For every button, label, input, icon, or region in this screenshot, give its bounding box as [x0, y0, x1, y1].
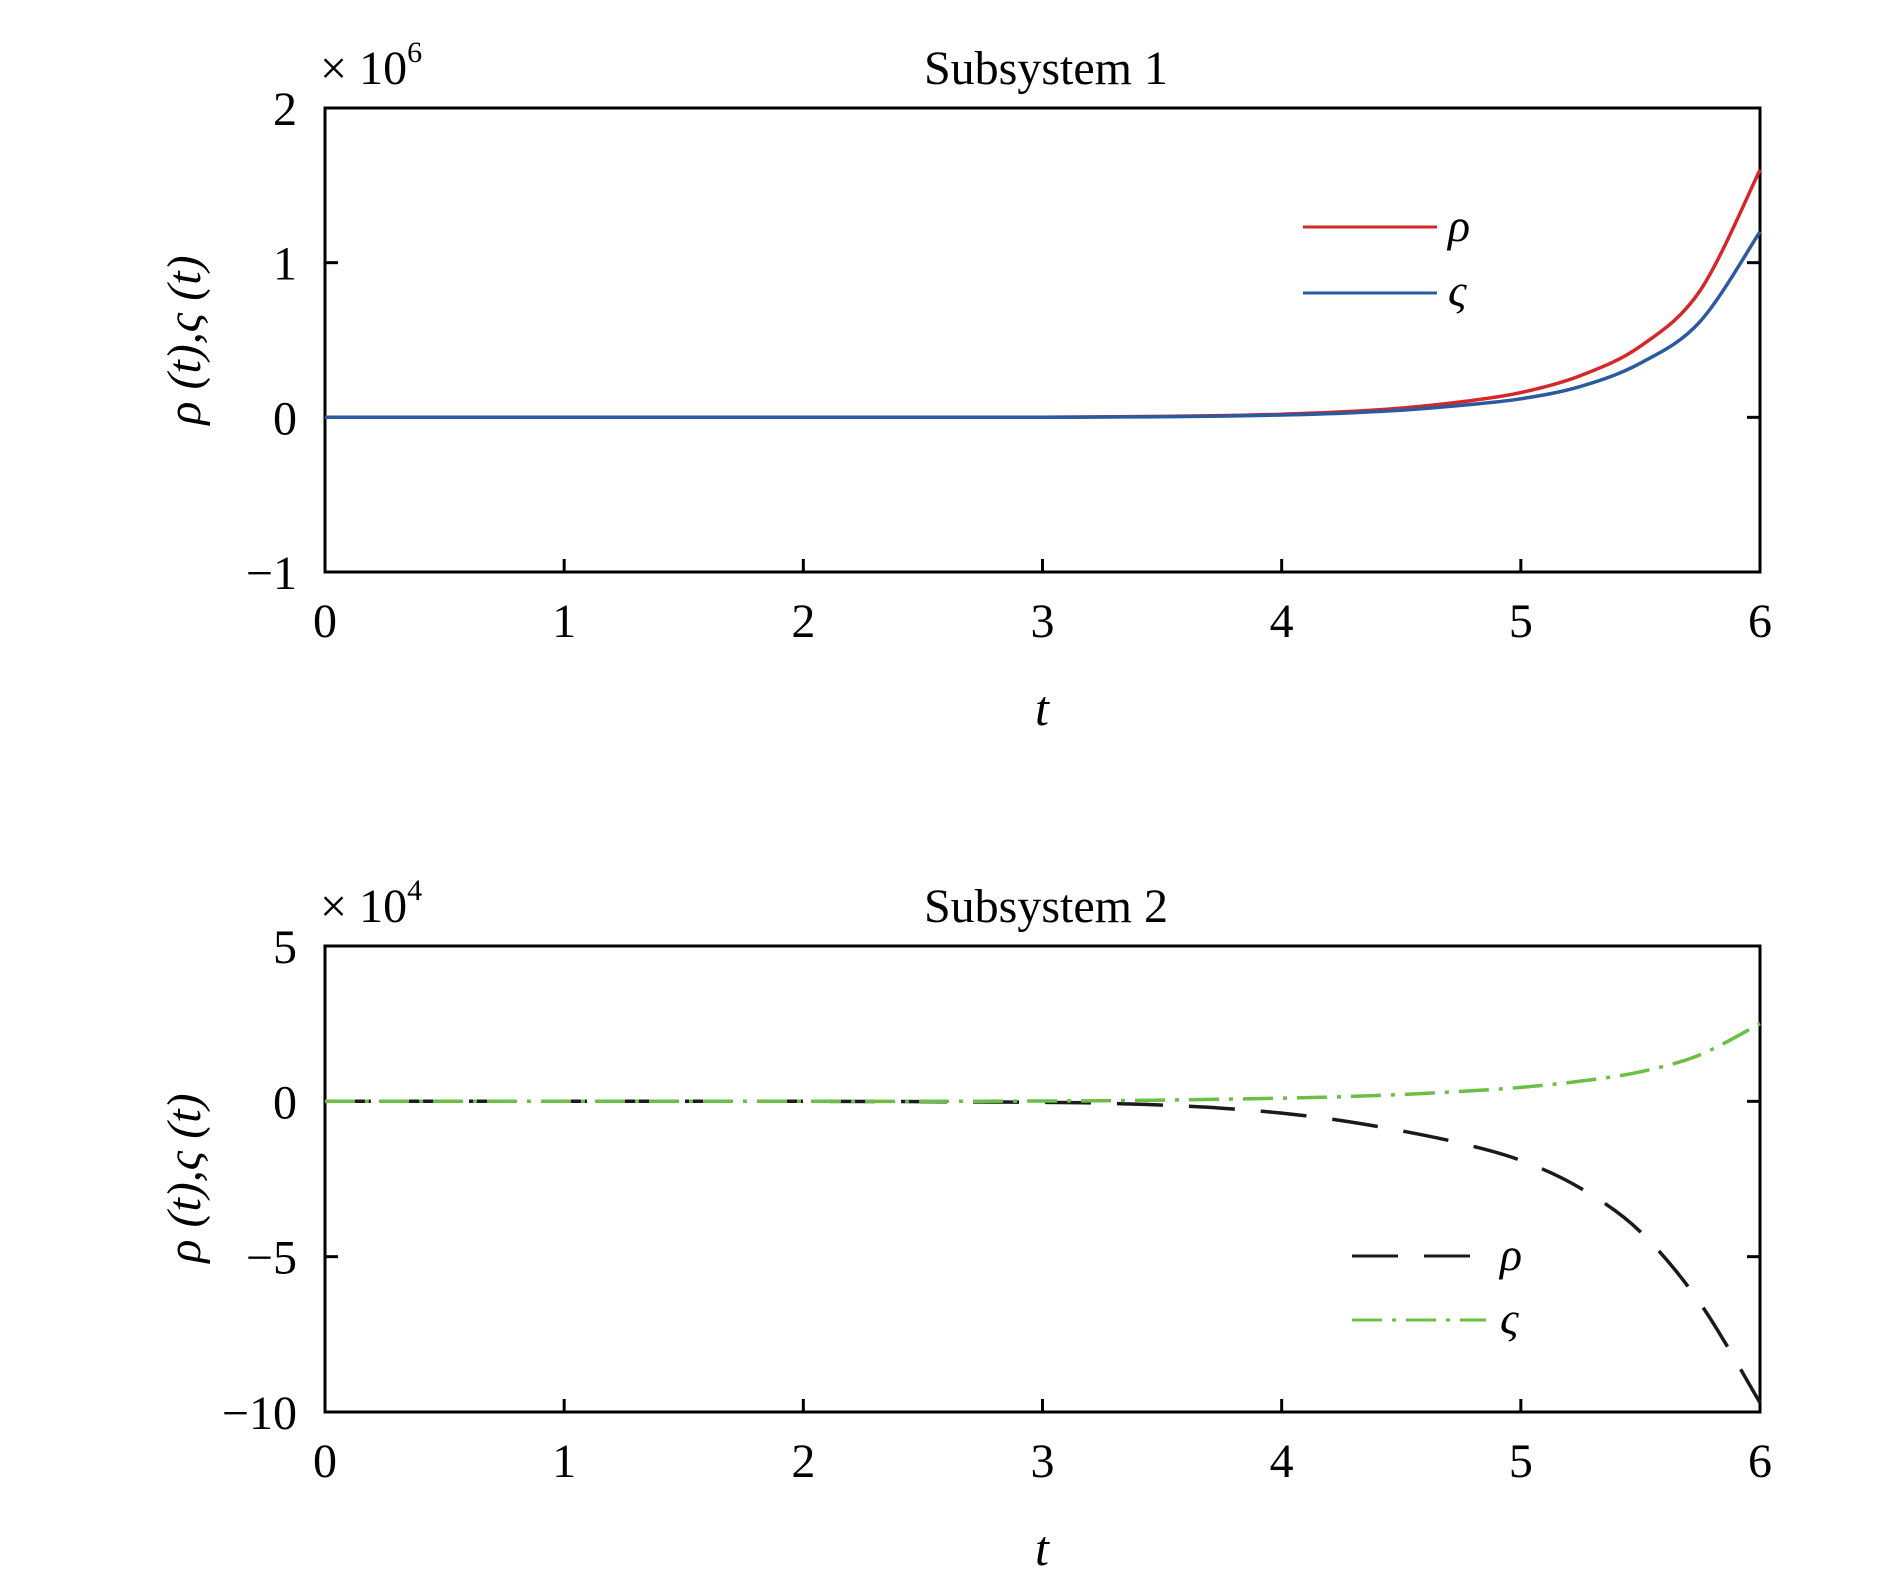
series-lines	[325, 1022, 1762, 1404]
legend-label-rho: ρ	[1446, 200, 1470, 251]
x-tick-label: 1	[552, 595, 576, 648]
plot-frame	[323, 106, 1762, 574]
y-tick-label: −10	[222, 1387, 297, 1440]
x-tick-label: 5	[1509, 595, 1533, 648]
series-lines	[324, 169, 1762, 420]
x-axis-label: t	[1035, 1520, 1050, 1576]
chart-title: Subsystem 1	[924, 42, 1168, 95]
x-tick-label: 0	[313, 1435, 337, 1488]
x-tick-label: 4	[1270, 595, 1294, 648]
x-ticks: 0 1 2 3 4 5 6	[313, 559, 1772, 648]
scale-exponent: 6	[407, 36, 422, 69]
x-tick-label: 3	[1031, 1435, 1055, 1488]
series-line-rho	[324, 169, 1762, 420]
y-axis-label: ρ (t),ς (t)	[158, 1093, 211, 1264]
y-tick-label: −5	[246, 1232, 297, 1285]
x-tick-label: 5	[1509, 1435, 1533, 1488]
legend: ρ ς	[1303, 200, 1470, 316]
legend-label-rho: ρ	[1498, 1229, 1522, 1280]
series-line-rho	[325, 1099, 1762, 1404]
x-tick-label: 2	[791, 1435, 815, 1488]
scale-multiplier: × 106	[320, 36, 422, 95]
x-tick-label: 6	[1748, 595, 1772, 648]
x-tick-label: 3	[1031, 595, 1055, 648]
y-tick-label: 2	[273, 83, 297, 136]
scale-multiplier: × 104	[320, 874, 422, 933]
subsystem-1-panel: Subsystem 1 × 106 0 1 2 3 4 5 6 −1 0 1 2 t ρ (t),…	[158, 36, 1772, 736]
y-tick-label: 0	[273, 392, 297, 445]
chart-title: Subsystem 2	[924, 880, 1168, 933]
y-axis-label: ρ (t),ς (t)	[158, 255, 211, 426]
x-tick-label: 4	[1270, 1435, 1294, 1488]
y-ticks: −1 0 1 2	[246, 83, 1760, 600]
plot-frame	[323, 944, 1762, 1414]
y-tick-label: −1	[246, 547, 297, 600]
x-tick-label: 0	[313, 595, 337, 648]
y-tick-label: 5	[273, 921, 297, 974]
x-ticks: 0 1 2 3 4 5 6	[313, 1399, 1772, 1488]
x-tick-label: 6	[1748, 1435, 1772, 1488]
legend-label-sigma: ς	[1448, 265, 1467, 316]
y-tick-label: 1	[273, 238, 297, 291]
scale-exponent: 4	[407, 874, 422, 907]
series-line-sigma	[324, 230, 1762, 420]
y-tick-label: 0	[273, 1076, 297, 1129]
x-tick-label: 1	[552, 1435, 576, 1488]
y-ticks: −10 −5 0 5	[222, 921, 1760, 1440]
x-axis-label: t	[1035, 680, 1050, 736]
subsystem-2-panel: Subsystem 2 × 104 0 1 2 3 4 5 6 −10 −5 0 5 t ρ (t…	[158, 874, 1772, 1576]
series-line-sigma	[325, 1022, 1761, 1104]
x-tick-label: 2	[791, 595, 815, 648]
legend: ρ ς	[1352, 1229, 1522, 1344]
legend-label-sigma: ς	[1500, 1293, 1519, 1344]
